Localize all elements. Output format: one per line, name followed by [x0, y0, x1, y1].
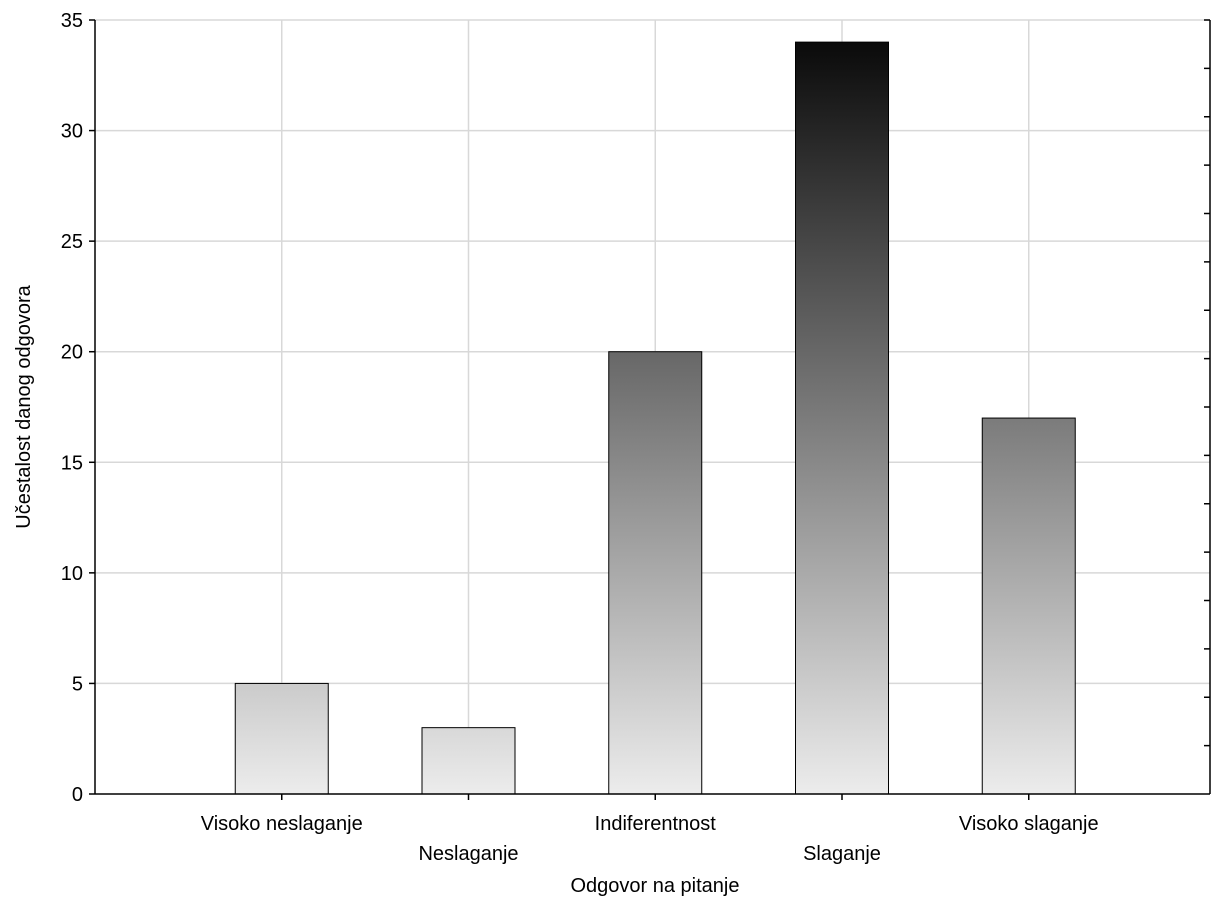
bar-3 [795, 41, 889, 795]
bar-0 [234, 682, 329, 795]
axes [89, 19, 1211, 800]
bar-2 [608, 351, 703, 795]
y-tick-label: 25 [61, 231, 83, 253]
y-tick-label: 15 [61, 452, 83, 474]
y-tick-label: 35 [61, 10, 83, 32]
bar-1 [421, 727, 516, 795]
y-tick-label: 10 [61, 563, 83, 585]
tick-labels: 0 5 10 15 20 25 30 35 Visoko neslaganje Neslaganj… [61, 10, 1099, 865]
category-label-4: Visoko slaganje [959, 813, 1099, 835]
category-label-3: Slaganje [803, 843, 881, 865]
category-label-2: Indiferentnost [595, 813, 717, 835]
category-label-1: Neslaganje [418, 843, 518, 865]
x-axis-label: Odgovor na pitanje [570, 875, 739, 897]
y-axis-label: Učestalost danog odgovora [13, 284, 35, 528]
bar-4 [981, 417, 1076, 795]
category-label-0: Visoko neslaganje [201, 813, 363, 835]
bars [234, 41, 1076, 795]
y-tick-label: 30 [61, 121, 83, 143]
y-tick-label: 20 [61, 342, 83, 364]
y-tick-label: 0 [72, 784, 83, 806]
y-tick-label: 5 [72, 673, 83, 695]
